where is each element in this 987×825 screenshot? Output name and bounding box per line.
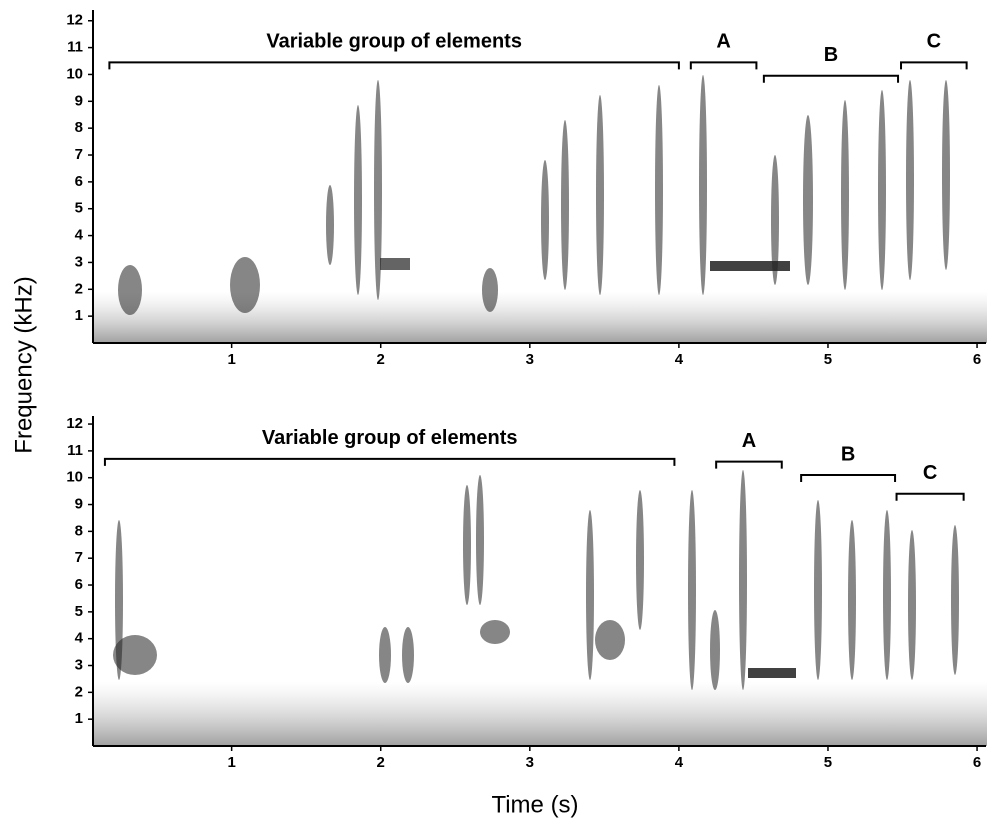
- y-tick-label: 1: [75, 307, 83, 324]
- x-tick-label: 6: [973, 754, 981, 771]
- x-tick-label: 1: [227, 351, 235, 368]
- bracket: [715, 460, 783, 469]
- y-tick-label: 6: [75, 576, 83, 593]
- y-tick-label: 2: [75, 683, 83, 700]
- x-tick-label: 1: [227, 754, 235, 771]
- y-tick-label: 1: [75, 710, 83, 727]
- y-tick-label: 5: [75, 603, 83, 620]
- annotation-label: C: [927, 31, 941, 53]
- y-tick-label: 2: [75, 280, 83, 297]
- x-tick-label: 2: [377, 351, 385, 368]
- bracket: [800, 474, 897, 483]
- x-tick-label: 4: [675, 351, 684, 368]
- y-tick-label: 10: [66, 469, 83, 486]
- y-tick-label: 9: [75, 92, 83, 109]
- y-tick-label: 4: [75, 227, 84, 244]
- annotation-label: B: [824, 44, 838, 66]
- x-tick-label: 4: [675, 754, 684, 771]
- x-tick-label: 6: [973, 351, 981, 368]
- bracket: [895, 492, 965, 501]
- spectrogram-texture: [93, 75, 987, 746]
- y-tick-label: 7: [75, 146, 83, 163]
- y-tick-label: 11: [67, 39, 83, 56]
- bracket: [103, 457, 676, 466]
- y-tick-label: 10: [66, 65, 83, 82]
- annotation-label: B: [841, 443, 855, 465]
- y-tick-label: 7: [75, 549, 83, 566]
- y-tick-label: 6: [75, 173, 83, 190]
- y-tick-label: 3: [75, 253, 83, 270]
- x-tick-label: 5: [824, 351, 832, 368]
- annotation-label: A: [716, 31, 730, 53]
- y-tick-label: 5: [75, 200, 83, 217]
- x-tick-label: 3: [526, 754, 534, 771]
- annotation-label: Variable group of elements: [266, 31, 522, 53]
- y-axis-label: Frequency (kHz): [10, 276, 37, 453]
- y-tick-label: 4: [75, 630, 84, 647]
- y-tick-label: 9: [75, 496, 83, 513]
- bracket: [762, 74, 900, 83]
- annotation-label: Variable group of elements: [262, 427, 518, 449]
- annotation-label: C: [923, 462, 937, 484]
- x-tick-label: 5: [824, 754, 832, 771]
- bracket: [900, 61, 968, 70]
- annotation-label: A: [742, 430, 756, 452]
- x-axis-label: Time (s): [491, 791, 578, 818]
- x-tick-label: 2: [377, 754, 385, 771]
- x-tick-label: 3: [526, 351, 534, 368]
- bracket: [689, 61, 758, 70]
- y-tick-label: 8: [75, 522, 83, 539]
- y-tick-label: 3: [75, 656, 83, 673]
- y-tick-label: 8: [75, 119, 83, 136]
- y-tick-label: 11: [67, 442, 83, 459]
- bracket: [108, 61, 680, 70]
- y-tick-label: 12: [66, 12, 83, 29]
- y-tick-label: 12: [66, 415, 83, 432]
